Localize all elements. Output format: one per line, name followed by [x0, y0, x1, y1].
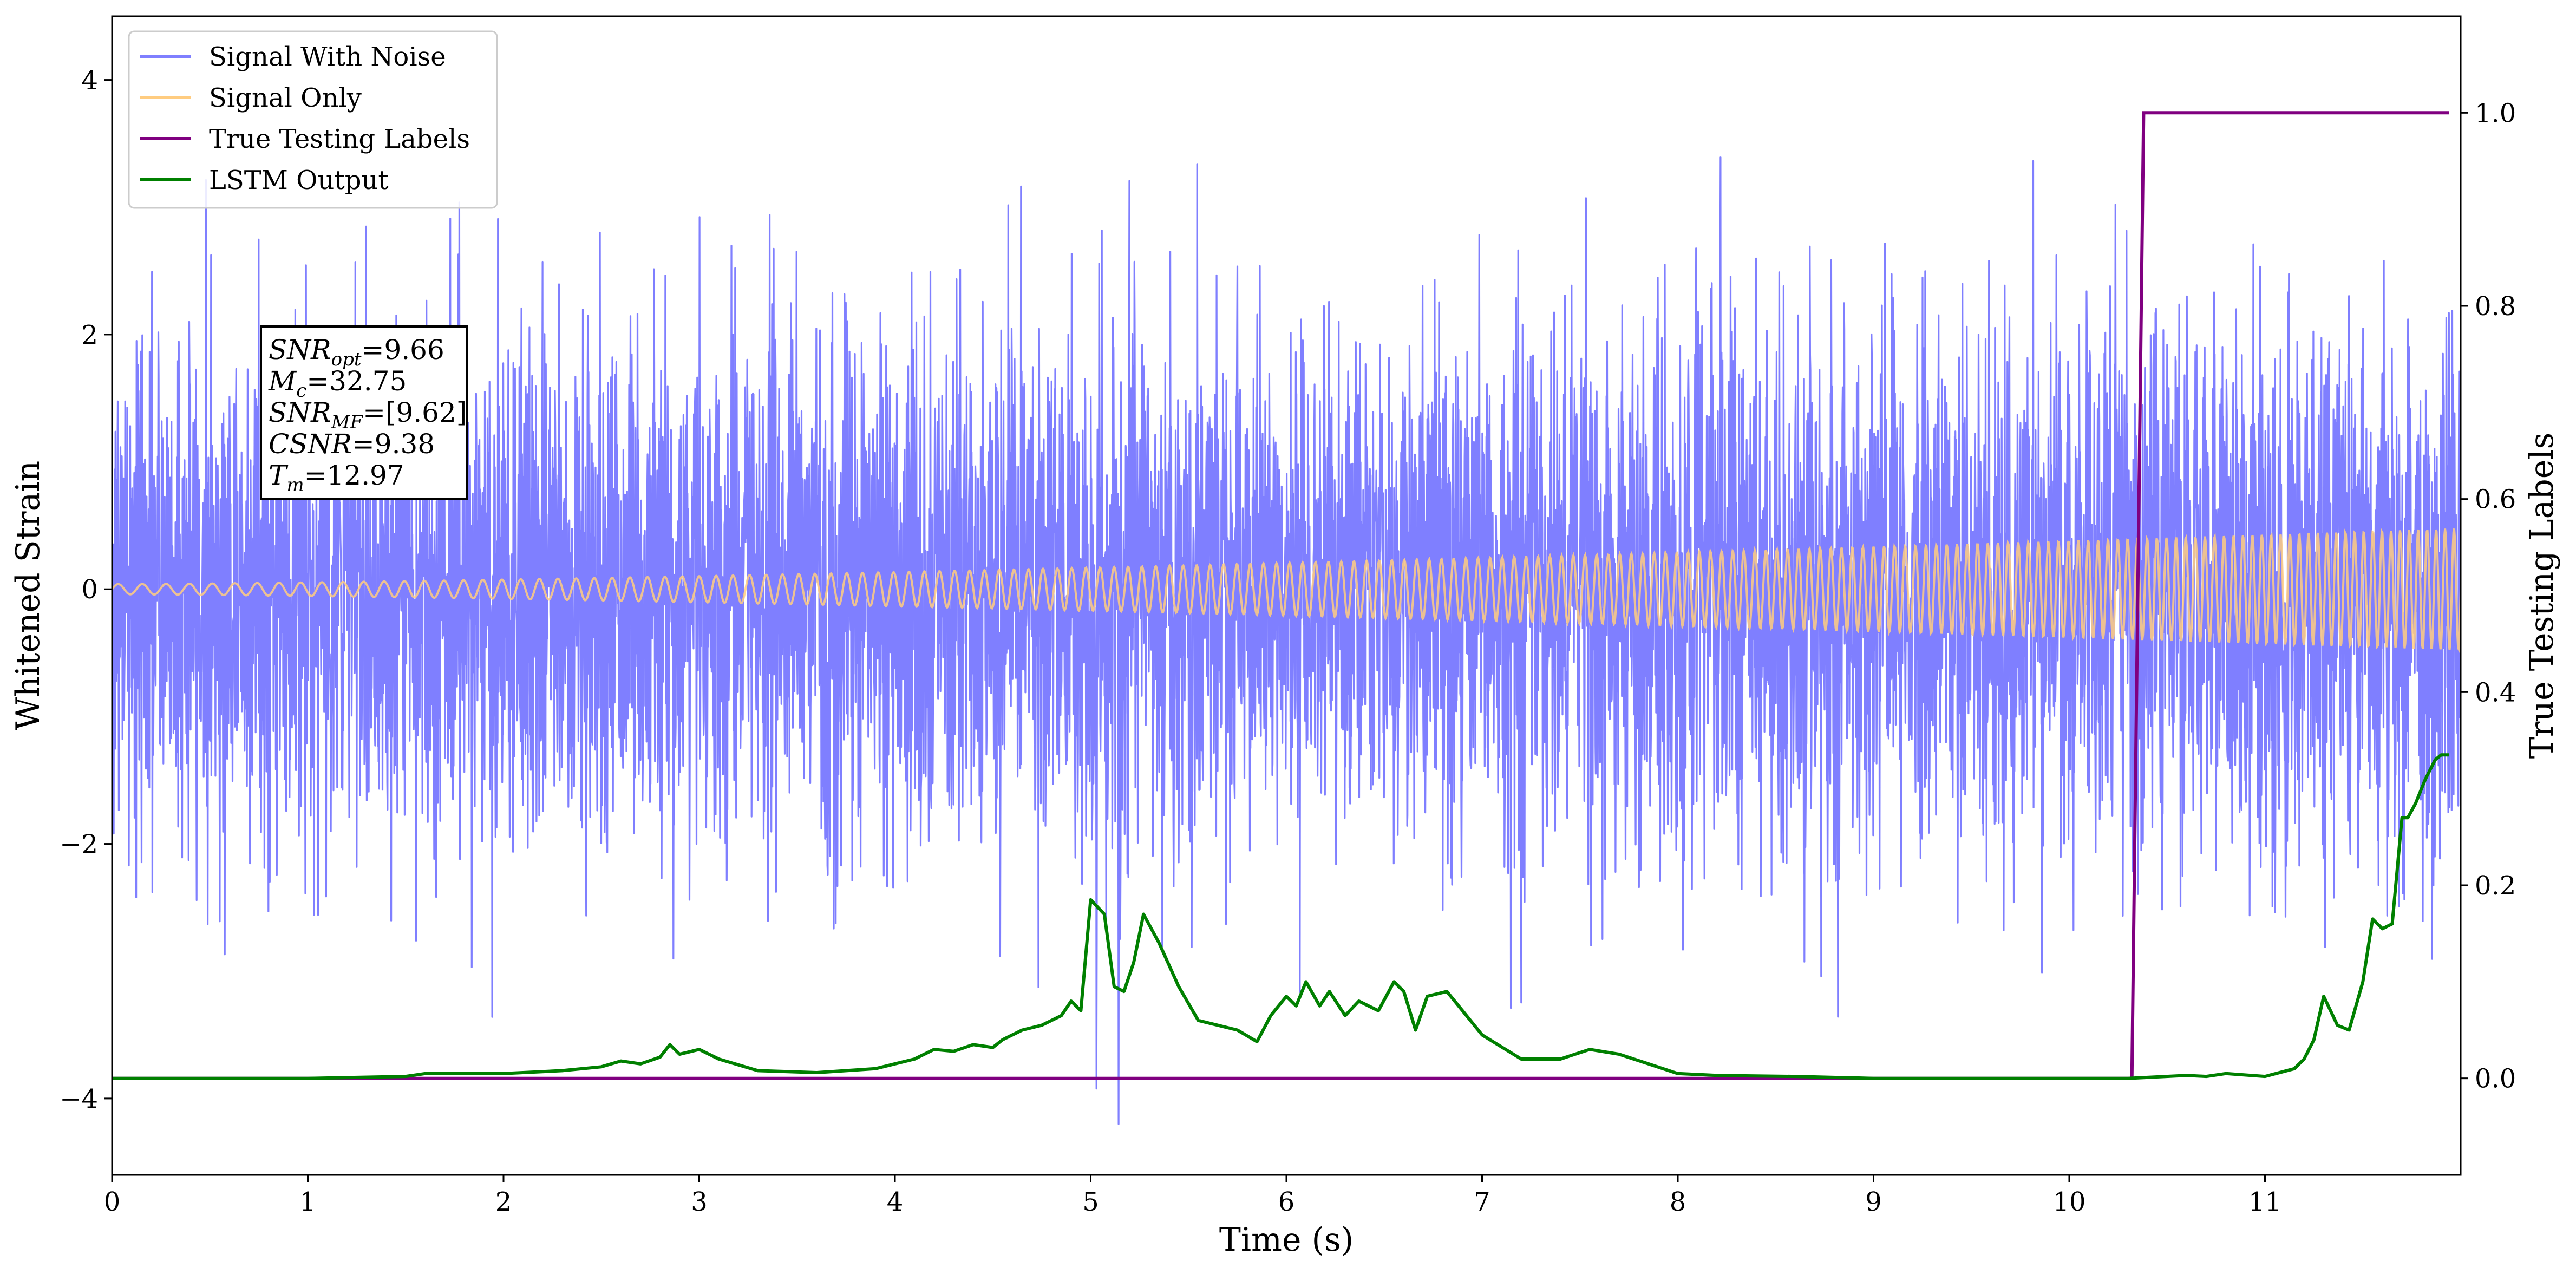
x-tick-label: 8	[1670, 1187, 1686, 1217]
x-tick-label: 6	[1278, 1187, 1295, 1217]
y-tick-label: 2	[81, 320, 98, 350]
annotation-value: =12.97	[304, 460, 404, 491]
x-tick-label: 4	[887, 1187, 904, 1217]
annotation-value: =[9.62]	[363, 397, 467, 428]
series-lstm-output	[112, 753, 2449, 1080]
annotation-symbol: M	[268, 365, 297, 397]
x-tick-label: 7	[1474, 1187, 1490, 1217]
annotation-box: SNRopt=9.66Mc=32.75SNRMF=[9.62]CSNR=9.38…	[260, 325, 468, 500]
legend-entry-label: Signal Only	[209, 83, 362, 113]
y2-tick-label: 1.0	[2475, 98, 2516, 128]
plot-area	[112, 111, 2461, 1125]
y2-tick-label: 0.8	[2475, 291, 2516, 322]
x-tick-label: 5	[1082, 1187, 1099, 1217]
annotation-line: Tm=12.97	[269, 460, 404, 496]
legend-entry-label: Signal With Noise	[209, 42, 446, 72]
annotation-line: Mc=32.75	[268, 365, 407, 402]
x-tick-label: 9	[1865, 1187, 1882, 1217]
y2-tick-label: 0.0	[2475, 1064, 2516, 1094]
legend: Signal With Noise Signal Only True Testing…	[128, 30, 498, 209]
legend-entry-label: True Testing Labels	[209, 124, 470, 154]
x-tick-label: 3	[691, 1187, 708, 1217]
legend-entry-label: LSTM Output	[209, 165, 389, 195]
annotation-value: =9.38	[352, 428, 435, 460]
annotation-value: =32.75	[306, 365, 407, 397]
annotation-line: SNRopt=9.66	[269, 334, 444, 370]
annotation-symbol: T	[269, 460, 289, 491]
annotation-subscript: m	[286, 474, 304, 496]
annotation-symbol: SNR	[269, 334, 331, 365]
x-tick-label: 10	[2052, 1187, 2085, 1217]
y-axis-label: Whitened Strain	[9, 461, 47, 730]
y2-tick-label: 0.4	[2475, 677, 2516, 708]
annotation-line: CSNR=9.38	[269, 428, 435, 460]
annotation-symbol: CSNR	[269, 428, 352, 460]
annotation-value: =9.66	[362, 334, 444, 365]
x-axis-label: Time (s)	[1219, 1221, 1354, 1259]
y2-axis-label: True Testing Labels	[2523, 433, 2561, 759]
series-signal-with-noise	[112, 156, 2461, 1125]
legend-box	[128, 30, 498, 209]
series-true-testing-labels	[112, 111, 2449, 1080]
x-tick-label: 2	[495, 1187, 512, 1217]
axes: 0 1 2 3 4 5 6 7 8 9 10 11 −4 −2 0 2 4 0.0 0.2 0.4 0.6 0.8 1.0 T…	[9, 15, 2561, 1259]
y2-tick-label: 0.6	[2475, 485, 2516, 515]
y-tick-label: −2	[60, 829, 98, 860]
annotation-frame	[260, 325, 468, 500]
x-tick-label: 1	[299, 1187, 316, 1217]
annotation-line: SNRMF=[9.62]	[269, 397, 467, 433]
x-tick-label: 11	[2248, 1187, 2281, 1217]
y2-tick-label: 0.2	[2475, 871, 2516, 901]
annotation-symbol: SNR	[269, 397, 331, 428]
y-tick-label: 0	[81, 574, 98, 605]
series-signal-only	[112, 527, 2461, 654]
y-tick-label: 4	[81, 66, 98, 96]
annotation-subscript: c	[296, 380, 306, 402]
x-tick-label: 0	[104, 1187, 121, 1217]
y-tick-label: −4	[60, 1084, 98, 1114]
annotation-subscript: opt	[331, 349, 362, 370]
annotation-subscript: MF	[331, 411, 364, 433]
